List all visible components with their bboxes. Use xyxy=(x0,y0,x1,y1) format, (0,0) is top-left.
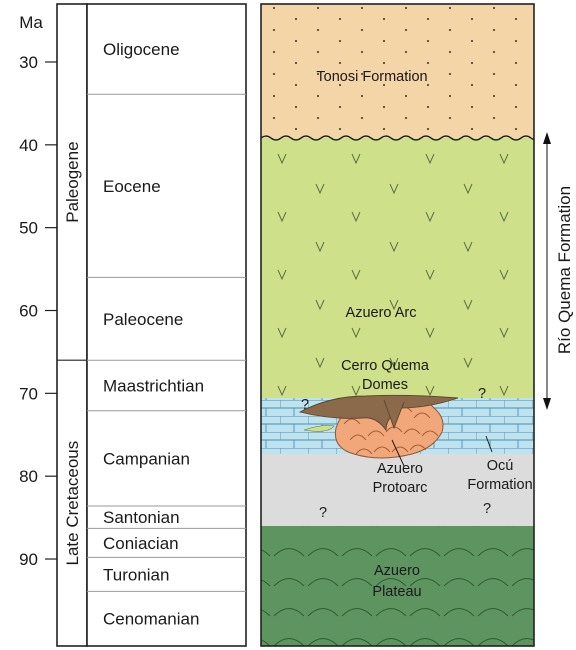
uncertain-marker-4: ? xyxy=(483,501,491,517)
layer-azuero-arc-texture xyxy=(261,138,534,400)
uncertain-marker-2: ? xyxy=(478,386,486,402)
stage-label: Cenomanian xyxy=(103,610,199,629)
period-labels: Paleogene Late Cretaceous xyxy=(63,141,82,565)
bracket-arrow-bottom xyxy=(543,398,551,410)
rio-quema-bracket: Río Quema Formation xyxy=(543,132,574,410)
timescale: Oligocene Eocene Paleocene Maastrichtian Cam… xyxy=(56,3,247,647)
axis-tick-label: 70 xyxy=(19,384,38,403)
uncertain-marker-1: ? xyxy=(301,397,309,413)
axis-tick-label: 50 xyxy=(19,219,38,238)
period-label: Late Cretaceous xyxy=(63,441,82,566)
age-axis: Ma 30 40 50 60 70 80 90 xyxy=(19,13,57,569)
bracket-arrow-top xyxy=(543,132,551,144)
stage-label: Santonian xyxy=(103,508,180,527)
stage-label: Eocene xyxy=(103,177,161,196)
timescale-period-column xyxy=(56,3,88,647)
label-azuero-arc: Azuero Arc xyxy=(346,305,417,321)
axis-tick-label: 30 xyxy=(19,53,38,72)
dome-feeder xyxy=(383,399,405,430)
stage-label: Paleocene xyxy=(103,310,183,329)
unit-labels: Tonosi Formation Azuero Arc Cerro Quema … xyxy=(301,69,533,600)
stage-label: Coniacian xyxy=(103,534,179,553)
geologic-column xyxy=(261,4,534,646)
label-domes-line2: Domes xyxy=(362,377,408,393)
label-protoarc-line1: Azuero xyxy=(377,461,423,477)
uncertain-marker-3: ? xyxy=(319,505,327,521)
axis-tick-label: 60 xyxy=(19,302,38,321)
arc-wedge xyxy=(303,425,335,432)
period-label: Paleogene xyxy=(63,141,82,222)
stage-label: Turonian xyxy=(103,565,169,584)
label-domes-line1: Cerro Quema xyxy=(341,358,430,374)
stage-label: Maastrichtian xyxy=(103,376,204,395)
axis-tick-label: 90 xyxy=(19,550,38,569)
stage-labels: Oligocene Eocene Paleocene Maastrichtian Cam… xyxy=(103,40,204,629)
ocu-leader xyxy=(485,435,493,453)
cerro-quema-domes xyxy=(298,394,459,432)
rio-quema-label: Río Quema Formation xyxy=(555,186,574,354)
layer-azuero-plateau xyxy=(261,526,534,646)
timescale-stage-column xyxy=(86,3,247,647)
axis-ticks: 30 40 50 60 70 80 90 xyxy=(19,53,57,569)
label-protoarc-line2: Protoarc xyxy=(373,480,428,496)
stage-boundaries xyxy=(87,93,246,592)
stage-label: Oligocene xyxy=(103,40,180,59)
tonosi-unconformity xyxy=(261,135,534,141)
axis-tick-label: 80 xyxy=(19,467,38,486)
label-tonosi: Tonosi Formation xyxy=(316,69,427,85)
label-ocu-line1: Ocú xyxy=(487,458,514,474)
label-plateau-line2: Plateau xyxy=(372,584,421,600)
geologic-column-frame xyxy=(260,3,535,647)
protoarc-leader xyxy=(391,439,405,467)
layer-tonosi-texture xyxy=(261,4,534,144)
axis-tick-label: 40 xyxy=(19,136,38,155)
label-ocu-line2: Formation xyxy=(467,477,532,493)
axis-unit-label: Ma xyxy=(19,13,43,32)
stage-label: Campanian xyxy=(103,449,190,468)
label-plateau-line1: Azuero xyxy=(374,563,420,579)
